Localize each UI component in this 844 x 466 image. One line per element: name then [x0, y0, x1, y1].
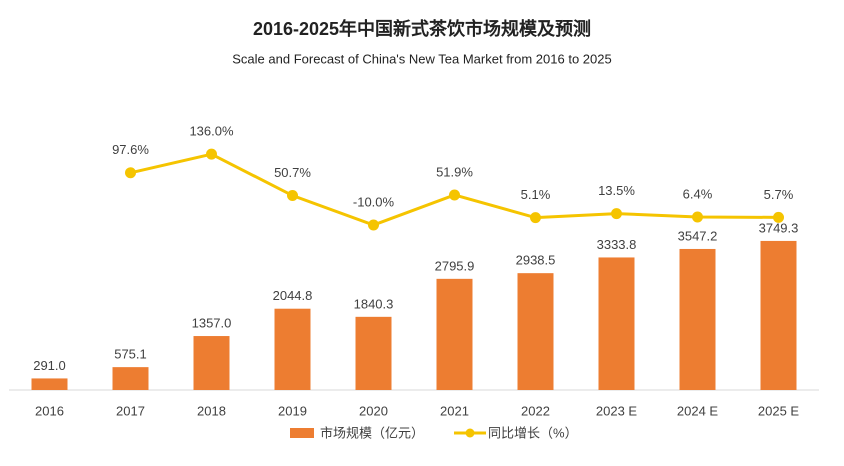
data-label: 5.7%	[764, 187, 794, 202]
data-label: 291.0	[33, 358, 66, 373]
data-label: 2938.5	[516, 253, 556, 268]
bar	[274, 308, 311, 390]
data-label: 3547.2	[678, 228, 718, 243]
data-label: 2044.8	[273, 288, 313, 303]
data-label: 3333.8	[597, 237, 637, 252]
bar	[112, 367, 149, 390]
x-tick-label: 2023 E	[596, 403, 638, 418]
line-point	[206, 148, 217, 160]
data-label: -10.0%	[353, 194, 395, 209]
x-tick-label: 2018	[197, 403, 226, 418]
data-label: 2795.9	[435, 258, 475, 273]
data-label: 3749.3	[759, 220, 799, 235]
chart-title: 2016-2025年中国新式茶饮市场规模及预测	[253, 18, 591, 39]
x-tick-label: 2020	[359, 403, 388, 418]
data-label: 5.1%	[521, 187, 551, 202]
data-label: 13.5%	[598, 183, 635, 198]
legend-label: 市场规模（亿元）	[320, 425, 424, 440]
bar	[760, 240, 797, 390]
data-label: 1357.0	[192, 315, 232, 330]
data-label: 97.6%	[112, 142, 149, 157]
line-point	[692, 211, 703, 223]
data-label: 136.0%	[189, 124, 234, 139]
bar	[31, 378, 68, 390]
bar	[598, 257, 635, 390]
bar	[355, 316, 392, 390]
data-label: 50.7%	[274, 165, 311, 180]
data-label: 1840.3	[354, 296, 394, 311]
x-tick-label: 2021	[440, 403, 469, 418]
line-point	[449, 189, 460, 201]
line-point	[368, 219, 379, 231]
x-tick-label: 2016	[35, 403, 64, 418]
legend-swatch	[465, 428, 475, 438]
line-point	[287, 190, 298, 202]
line-point	[773, 211, 784, 223]
bar	[517, 273, 554, 390]
x-tick-label: 2025 E	[758, 403, 800, 418]
legend-label: 同比增长（%）	[488, 425, 578, 440]
data-label: 575.1	[114, 347, 147, 362]
data-label: 6.4%	[683, 186, 713, 201]
bar	[193, 336, 230, 390]
line-point	[611, 208, 622, 220]
line-point	[125, 167, 136, 179]
x-tick-label: 2022	[521, 403, 550, 418]
x-tick-label: 2019	[278, 403, 307, 418]
chart-subtitle: Scale and Forecast of China's New Tea Ma…	[232, 51, 611, 66]
bar	[436, 278, 473, 390]
x-tick-label: 2024 E	[677, 403, 719, 418]
x-tick-label: 2017	[116, 403, 145, 418]
line-point	[530, 212, 541, 224]
legend-swatch	[290, 428, 314, 438]
bar	[679, 248, 716, 390]
data-label: 51.9%	[436, 164, 473, 179]
